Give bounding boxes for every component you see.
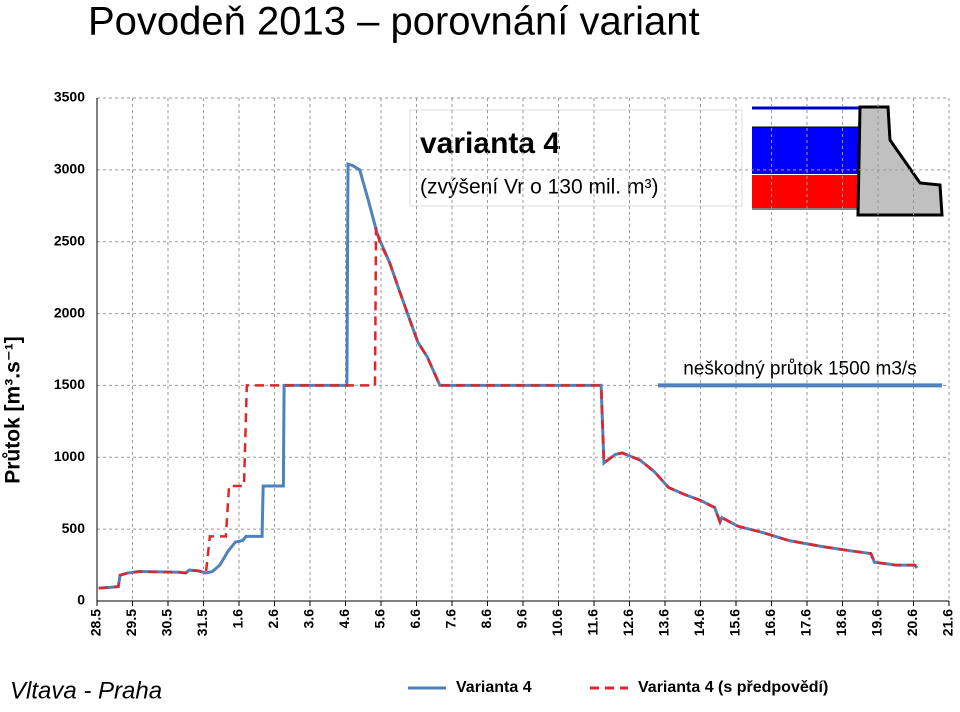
x-tick-label: 7.6 — [443, 609, 459, 629]
x-tick-label: 19.6 — [869, 609, 885, 636]
x-tick-label: 13.6 — [656, 609, 672, 636]
x-tick-label: 8.6 — [478, 609, 494, 629]
x-tick-label: 18.6 — [833, 609, 849, 636]
x-tick-label: 11.6 — [585, 609, 601, 636]
x-tick-label: 31.5 — [194, 609, 210, 636]
y-tick-label: 2000 — [54, 304, 85, 320]
x-tick-label: 1.6 — [230, 609, 246, 629]
y-tick-label: 0 — [77, 592, 85, 608]
y-tick-label: 3000 — [54, 161, 85, 177]
x-tick-label: 14.6 — [691, 609, 707, 636]
chart-title: Povodeň 2013 – porovnání variant — [88, 0, 700, 44]
legend-label: Varianta 4 (s předpovědí) — [638, 679, 828, 696]
y-tick-label: 1000 — [54, 448, 85, 464]
x-tick-label: 30.5 — [159, 609, 175, 636]
annotation-text: (zvýšení Vr o 130 mil. m³) — [420, 176, 658, 199]
x-tick-label: 16.6 — [762, 609, 778, 636]
water-blue — [752, 127, 860, 174]
y-tick-label: 500 — [62, 520, 86, 536]
x-tick-label: 20.6 — [904, 609, 920, 636]
legend-label: Varianta 4 — [456, 679, 532, 696]
y-tick-label: 3500 — [54, 89, 85, 105]
x-tick-label: 15.6 — [727, 609, 743, 636]
x-tick-label: 5.6 — [372, 609, 388, 629]
y-axis-label: Průtok [m³.s⁻¹] — [2, 336, 25, 484]
series-line — [98, 227, 919, 590]
x-tick-label: 2.6 — [265, 609, 281, 629]
x-tick-label: 17.6 — [798, 609, 814, 636]
water-red — [752, 175, 860, 208]
annotation-box — [409, 109, 743, 207]
location-label: Vltava - Praha — [10, 677, 162, 704]
x-tick-label: 6.6 — [407, 609, 423, 629]
x-tick-label: 21.6 — [940, 609, 956, 636]
annotation-title: varianta 4 — [420, 127, 560, 160]
dam — [856, 105, 944, 217]
x-tick-label: 10.6 — [549, 609, 565, 636]
x-tick-label: 4.6 — [336, 609, 352, 629]
y-tick-label: 2500 — [54, 232, 85, 248]
x-tick-label: 3.6 — [301, 609, 317, 629]
x-tick-label: 29.5 — [123, 609, 139, 636]
legend: Varianta 4 Varianta 4 (s předpovědí) — [408, 679, 828, 696]
y-tick-label: 1500 — [54, 376, 85, 392]
x-tick-label: 9.6 — [514, 609, 530, 629]
x-tick-label: 12.6 — [620, 609, 636, 636]
x-tick-label: 28.5 — [88, 609, 104, 636]
threshold-label: neškodný průtok 1500 m3/s — [683, 358, 916, 379]
